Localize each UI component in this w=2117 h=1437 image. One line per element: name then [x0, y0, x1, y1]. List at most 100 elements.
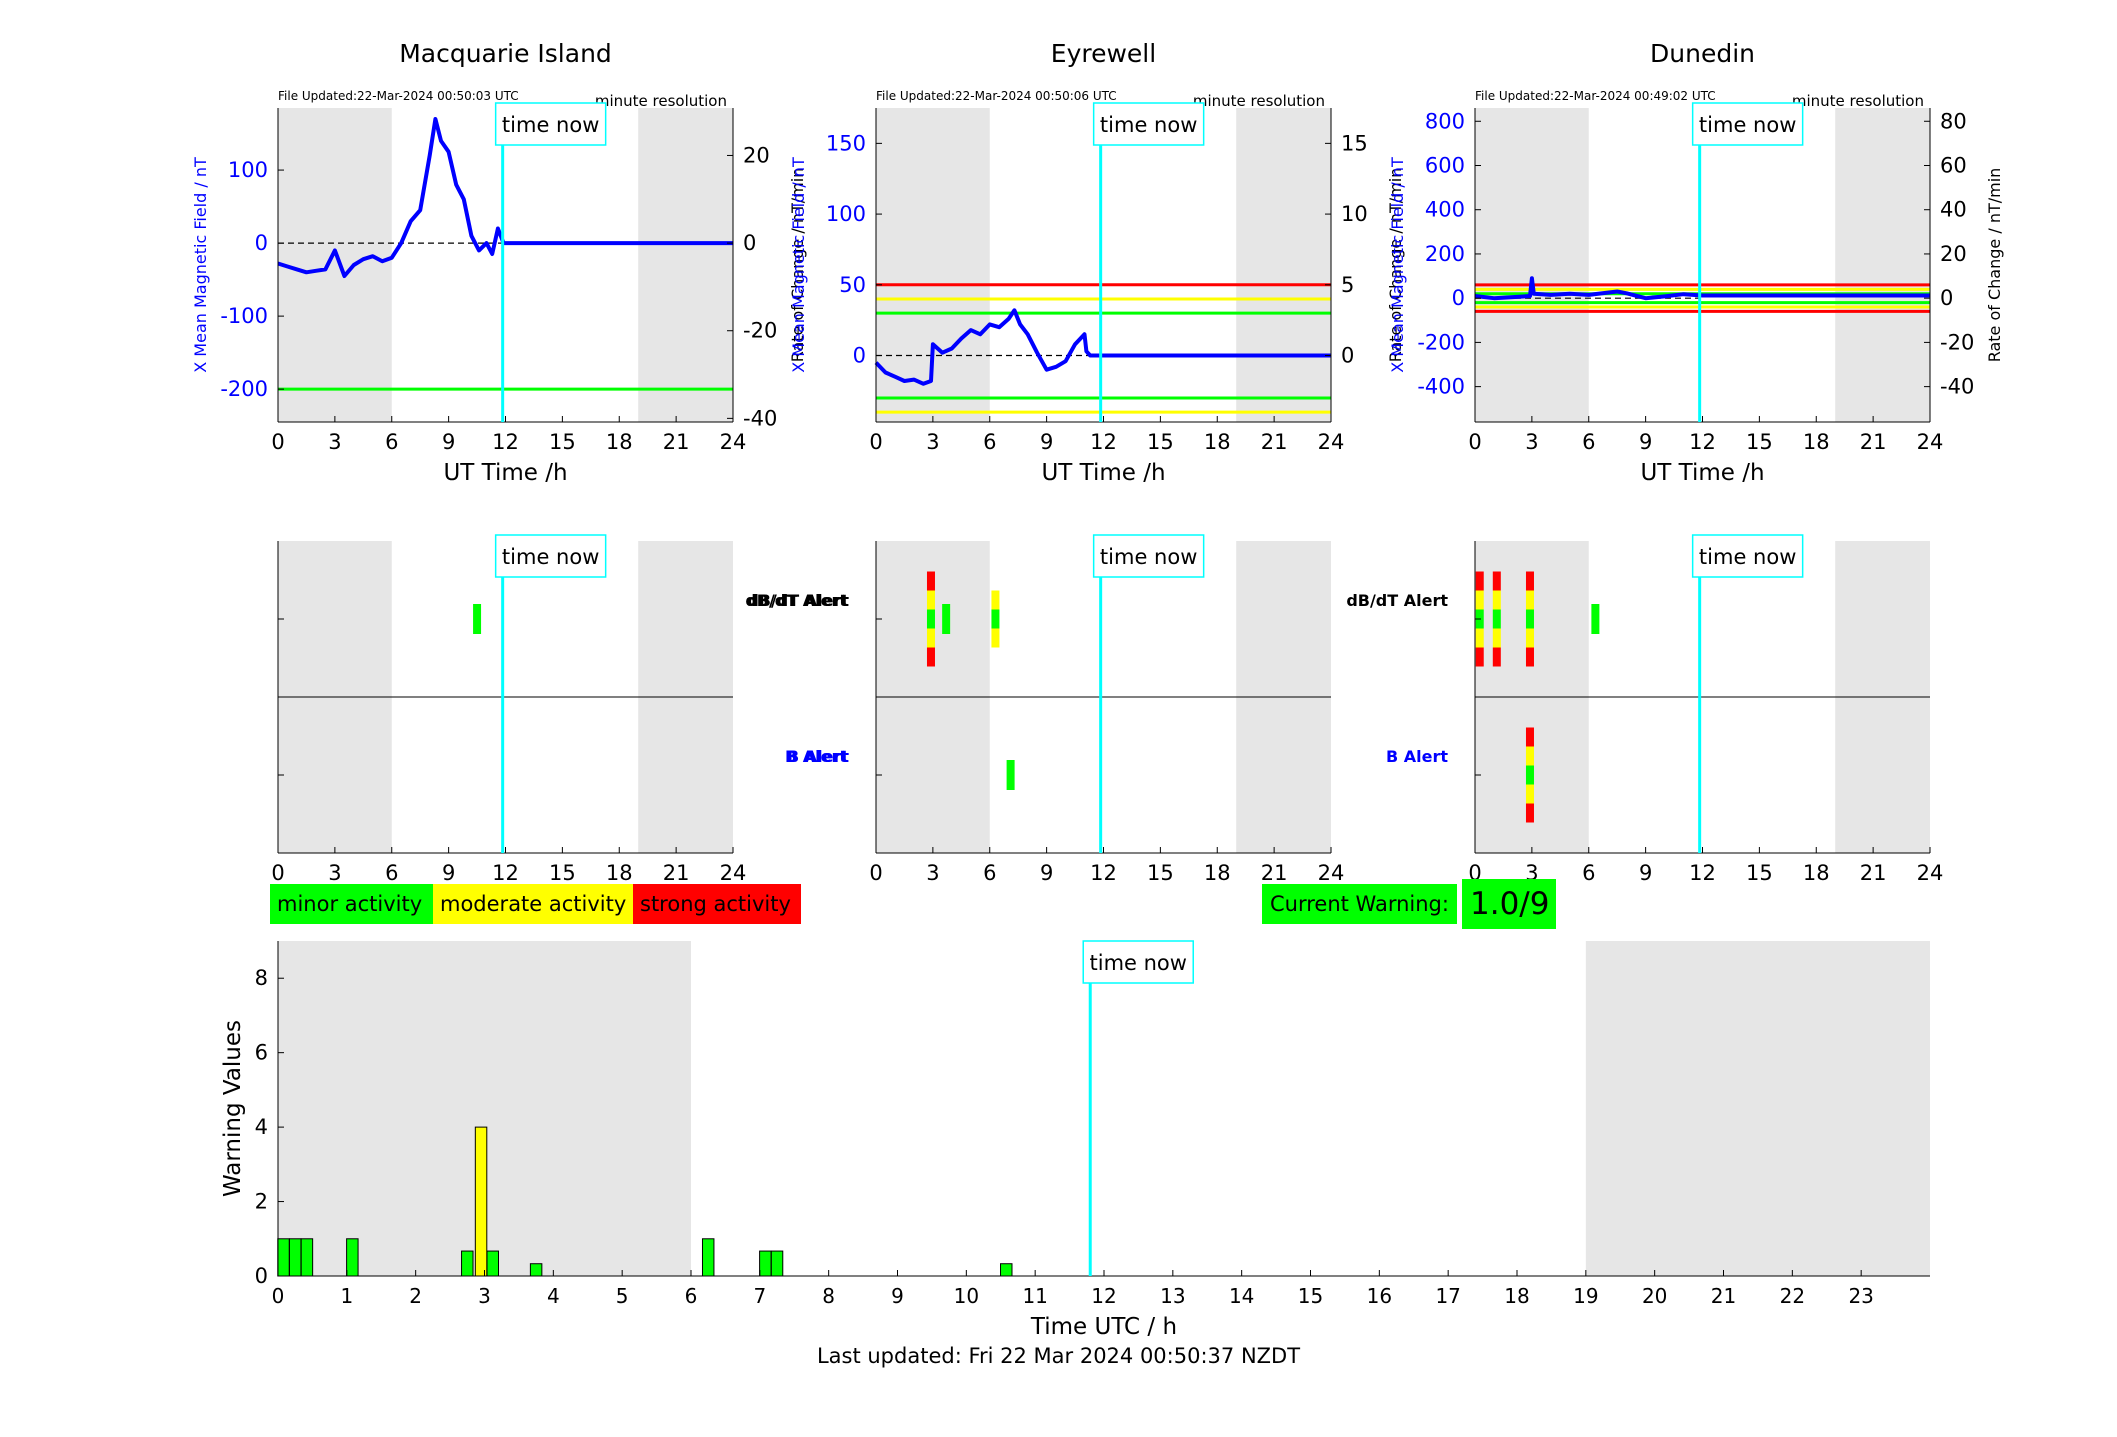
alerts-0-chart: 0 3 6 9 12 15 18 21 24 time now — [271, 534, 746, 885]
warning-xtick-label: 8 — [822, 1284, 835, 1308]
alerts-1-b-label: B Alert — [787, 747, 849, 766]
alerts-1-dbdt-cell-0-strong — [926, 571, 935, 591]
station-0-y2tick-label: -20 — [743, 319, 777, 343]
station-0-xtick-label: 0 — [271, 430, 284, 454]
station-0-xlabel: UT Time /h — [443, 460, 567, 486]
station-0-xtick-label: 3 — [328, 430, 341, 454]
station-2-ytick-label: 200 — [1425, 242, 1465, 266]
station-1-xtick-label: 15 — [1147, 430, 1174, 454]
station-2-y2tick-label: -20 — [1940, 330, 1974, 354]
alerts-2-time-now-label: time now — [1699, 545, 1796, 569]
alerts-0-b-label: B Alert — [785, 747, 847, 766]
station-0-time-now-label: time now — [502, 113, 599, 137]
alerts-1-time-now-label: time now — [1100, 545, 1197, 569]
alerts-1-xtick-label: 0 — [869, 861, 882, 885]
station-1-y2tick-label: 15 — [1341, 131, 1368, 155]
alerts-2-dbdt-cell-1-strong — [1492, 647, 1501, 667]
station-1-chart: 0 3 6 9 12 15 18 21 24 0 50 100 150 0 5 10 15 Eyrewell Fil… — [789, 39, 1405, 486]
warning-xtick-label: 22 — [1780, 1284, 1805, 1308]
warning-time-now-label: time now — [1090, 951, 1187, 975]
station-0-xtick-label: 21 — [663, 430, 690, 454]
warning-bar-6 — [486, 1250, 499, 1277]
alerts-1-dbdt-cell-2-moderate — [991, 590, 1000, 610]
alerts-2-b-label: B Alert — [1386, 747, 1448, 766]
alerts-2-xtick-label: 9 — [1639, 861, 1652, 885]
last-updated-footer: Last updated: Fri 22 Mar 2024 00:50:37 N… — [816, 1344, 1301, 1368]
warning-night-band-1 — [1585, 941, 1930, 1276]
station-2-y2tick-label: 20 — [1940, 242, 1967, 266]
station-1-ytick-label: 0 — [853, 344, 866, 368]
station-1-night-band-1 — [1236, 108, 1331, 422]
station-1-xtick-label: 3 — [926, 430, 939, 454]
alerts-0-xtick-label: 0 — [271, 861, 284, 885]
legend-strong-activity: strong activity — [633, 884, 801, 924]
station-2-resolution: minute resolution — [1792, 92, 1924, 110]
station-2-night-band-1 — [1835, 108, 1930, 422]
alerts-2-xtick-label: 6 — [1582, 861, 1595, 885]
station-2-xtick-label: 21 — [1860, 430, 1887, 454]
alerts-2-b-cell-0-strong — [1525, 727, 1534, 747]
warning-xtick-label: 21 — [1711, 1284, 1736, 1308]
alerts-2-dbdt-cell-2-moderate — [1525, 628, 1534, 648]
station-2-y2tick-label: 0 — [1940, 286, 1953, 310]
alerts-1-xtick-label: 3 — [926, 861, 939, 885]
alerts-1-b-cell-0-minor — [1006, 760, 1015, 790]
station-1-resolution: minute resolution — [1193, 92, 1325, 110]
station-1-time-now-box — [1092, 102, 1205, 146]
alerts-2-time-now-box — [1691, 534, 1804, 578]
alerts-1-time-now-box — [1092, 534, 1205, 578]
alerts-0-xtick-label: 18 — [606, 861, 633, 885]
station-0-xtick-label: 15 — [549, 430, 576, 454]
alerts-1-dbdt-cell-0-moderate — [926, 628, 935, 648]
station-2-xtick-label: 3 — [1525, 430, 1538, 454]
station-0-xtick-label: 6 — [385, 430, 398, 454]
station-1-xtick-label: 12 — [1090, 430, 1117, 454]
alerts-0-time-now-label: time now — [502, 545, 599, 569]
legend-moderate-activity: moderate activity — [433, 884, 633, 924]
station-2-xtick-label: 6 — [1582, 430, 1595, 454]
station-1-title: Eyrewell — [1051, 39, 1156, 68]
alerts-2-b-cell-0-moderate — [1525, 784, 1534, 804]
station-0-ylabel: X Mean Magnetic Field / nT — [191, 157, 210, 373]
warning-xtick-label: 13 — [1160, 1284, 1185, 1308]
alerts-2-xtick-label: 12 — [1689, 861, 1716, 885]
alerts-1-dbdt-label: dB/dT Alert — [747, 591, 849, 610]
alerts-0-xtick-label: 21 — [663, 861, 690, 885]
station-0-y2tick-label: 20 — [743, 143, 770, 167]
alerts-2-dbdt-cell-1-strong — [1492, 571, 1501, 591]
station-2-xtick-label: 0 — [1468, 430, 1481, 454]
station-0-y2tick-label: -40 — [743, 406, 777, 430]
warning-xtick-label: 5 — [616, 1284, 629, 1308]
alerts-2-dbdt-cell-2-strong — [1525, 571, 1534, 591]
alerts-1-xtick-label: 15 — [1147, 861, 1174, 885]
warning-ytick-label: 4 — [255, 1115, 268, 1139]
station-2-ylabel: X Mean Magnetic Field / nT — [1388, 157, 1407, 373]
station-2-xtick-label: 18 — [1803, 430, 1830, 454]
alerts-0-dbdt-cell-0-minor — [473, 604, 482, 634]
warning-bar-7 — [529, 1263, 543, 1277]
warning-xtick-label: 6 — [685, 1284, 698, 1308]
station-2-xtick-label: 9 — [1639, 430, 1652, 454]
station-1-y2label: Rate of Change / nT/min — [1386, 168, 1405, 363]
station-1-field-series-0 — [874, 308, 1331, 386]
station-1-xtick-label: 24 — [1318, 430, 1345, 454]
alerts-1-xtick-label: 24 — [1318, 861, 1345, 885]
warning-bar-2 — [300, 1238, 314, 1277]
alerts-0-xtick-label: 12 — [492, 861, 519, 885]
station-2-xtick-label: 24 — [1917, 430, 1944, 454]
station-0-ytick-label: -200 — [220, 377, 268, 401]
alerts-1-dbdt-cell-1-minor — [942, 604, 951, 634]
station-2-y2tick-label: 40 — [1940, 198, 1967, 222]
station-1-time-now-label: time now — [1100, 113, 1197, 137]
warning-xlabel: Time UTC / h — [1030, 1314, 1177, 1340]
warning-ytick-label: 2 — [255, 1190, 268, 1214]
warning-xtick-label: 3 — [478, 1284, 491, 1308]
warning-xtick-label: 11 — [1022, 1284, 1047, 1308]
alerts-2-dbdt-cell-2-moderate — [1525, 590, 1534, 610]
alerts-2-xtick-label: 18 — [1803, 861, 1830, 885]
alerts-2-b-cell-0-strong — [1525, 803, 1534, 823]
alerts-0-xtick-label: 3 — [328, 861, 341, 885]
station-2-ytick-label: 800 — [1425, 109, 1465, 133]
